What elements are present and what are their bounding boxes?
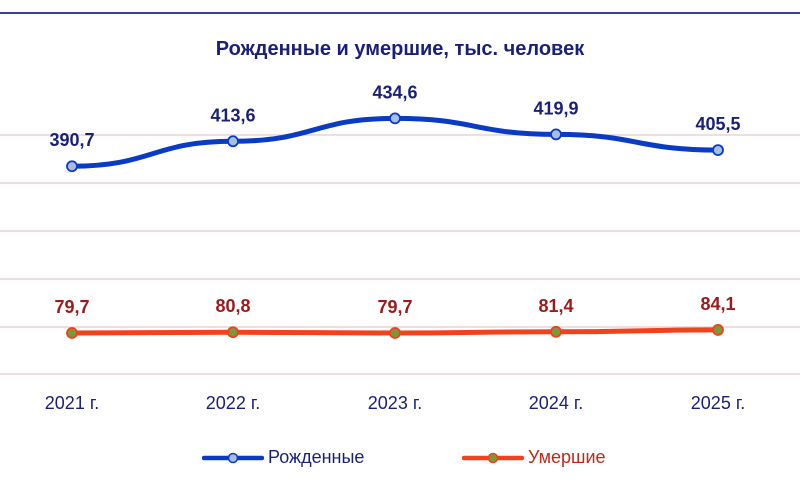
data-point	[712, 144, 724, 157]
data-label: 79,7	[377, 297, 412, 317]
x-tick-label: 2021 г.	[45, 393, 99, 413]
x-tick-label: 2022 г.	[206, 393, 260, 413]
data-point	[712, 324, 724, 336]
legend-item-born: Рожденные	[202, 447, 364, 468]
top-rule	[0, 12, 800, 14]
data-point	[66, 327, 78, 339]
legend-label-died: Умершие	[528, 447, 606, 467]
line-chart: 390,7 413,6 434,6 419,9 405,5 79,7 80,8 79,7 81,…	[0, 82, 800, 413]
x-tick-label: 2024 г.	[529, 393, 583, 413]
x-tick-labels: 2021 г. 2022 г. 2023 г. 2024 г. 2025 г.	[45, 393, 745, 413]
series-markers	[66, 112, 724, 339]
gridlines	[0, 134, 800, 375]
series-line-0	[69, 115, 721, 169]
data-label: 434,6	[372, 82, 417, 102]
legend-line-born-icon	[202, 452, 264, 463]
data-point	[227, 135, 239, 148]
x-tick-label: 2023 г.	[368, 393, 422, 413]
legend-label-born: Рожденные	[268, 447, 365, 467]
legend-line-died-icon	[462, 452, 524, 463]
data-labels: 390,7 413,6 434,6 419,9 405,5 79,7 80,8 79,7 81,…	[49, 82, 740, 317]
data-label: 390,7	[49, 130, 94, 150]
data-point	[389, 112, 401, 125]
data-label: 419,9	[533, 98, 578, 118]
x-tick-label: 2025 г.	[691, 393, 745, 413]
legend-item-died: Умершие	[462, 447, 606, 468]
data-label: 413,6	[210, 105, 255, 125]
data-label: 84,1	[700, 294, 735, 314]
data-label: 81,4	[538, 296, 573, 316]
legend: Рожденные Умершие	[0, 447, 800, 477]
data-label: 80,8	[215, 296, 250, 316]
chart-title: Рожденные и умершие, тыс. человек	[215, 38, 585, 60]
data-point	[227, 326, 239, 339]
data-point	[550, 325, 562, 338]
data-label: 405,5	[695, 114, 740, 134]
data-point	[550, 128, 562, 141]
data-point	[389, 327, 401, 339]
data-point	[66, 160, 78, 173]
data-label: 79,7	[54, 297, 89, 317]
